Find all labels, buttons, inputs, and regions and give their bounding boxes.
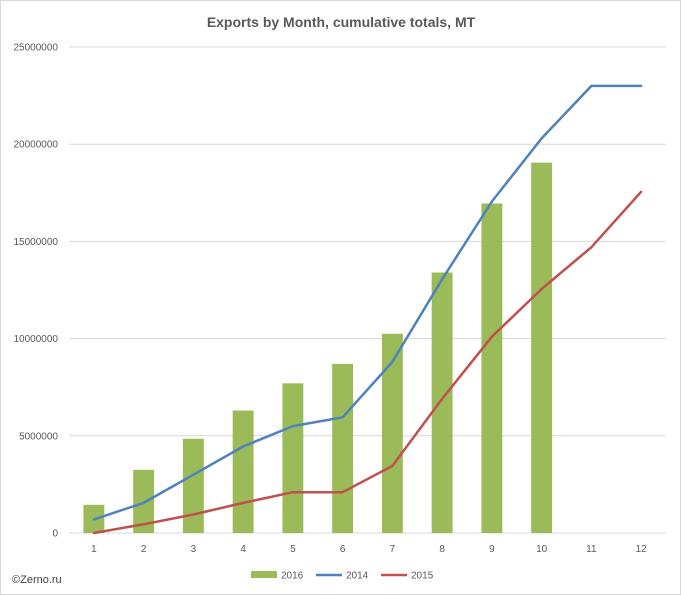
x-tick-label: 1 [91, 544, 97, 555]
x-tick-label: 10 [536, 544, 548, 555]
x-tick-label: 7 [390, 544, 396, 555]
y-tick-label: 20000000 [14, 140, 59, 151]
y-tick-label: 10000000 [14, 334, 59, 345]
line-series [92, 84, 643, 535]
x-tick-label: 11 [586, 544, 597, 555]
x-tick-label: 3 [191, 544, 197, 555]
y-tick-label: 15000000 [14, 237, 59, 248]
x-tick-label: 9 [489, 544, 495, 555]
y-tick-label: 0 [52, 529, 58, 540]
line-series-2014 [92, 84, 643, 521]
legend-swatch-2016 [251, 571, 277, 578]
legend: 2016 2014 2015 [251, 571, 434, 582]
chart-title: Exports by Month, cumulative totals, MT [207, 14, 476, 30]
legend-label-2016: 2016 [281, 571, 304, 582]
gridlines [69, 46, 666, 534]
legend-label-2015: 2015 [411, 571, 434, 582]
bar-2016-month-4 [232, 410, 254, 533]
bar-2016-month-10 [531, 162, 553, 533]
bar-2016-month-9 [481, 203, 503, 533]
legend-label-2014: 2014 [346, 571, 369, 582]
x-tick-label: 6 [340, 544, 346, 555]
x-tick-label: 4 [240, 544, 246, 555]
x-axis-ticks: 1 2 3 4 5 6 7 8 9 10 11 12 [91, 544, 647, 555]
bar-2016-month-2 [133, 469, 155, 533]
line-series-2015 [92, 190, 643, 535]
bar-2016-month-8 [431, 272, 453, 533]
y-tick-label: 5000000 [19, 431, 58, 442]
y-tick-label: 25000000 [14, 43, 59, 54]
watermark-text: ©Zerno.ru [12, 574, 62, 586]
bar-2016-month-6 [332, 363, 354, 533]
x-tick-label: 2 [141, 544, 147, 555]
bar-2016-month-5 [282, 383, 304, 533]
bar-2016-month-3 [182, 438, 204, 533]
bar-2016-month-7 [381, 333, 403, 533]
x-tick-label: 5 [290, 544, 296, 555]
y-axis-ticks: 0 5000000 10000000 15000000 20000000 25000000 [14, 43, 59, 540]
x-tick-label: 8 [439, 544, 445, 555]
x-tick-label: 12 [636, 544, 648, 555]
